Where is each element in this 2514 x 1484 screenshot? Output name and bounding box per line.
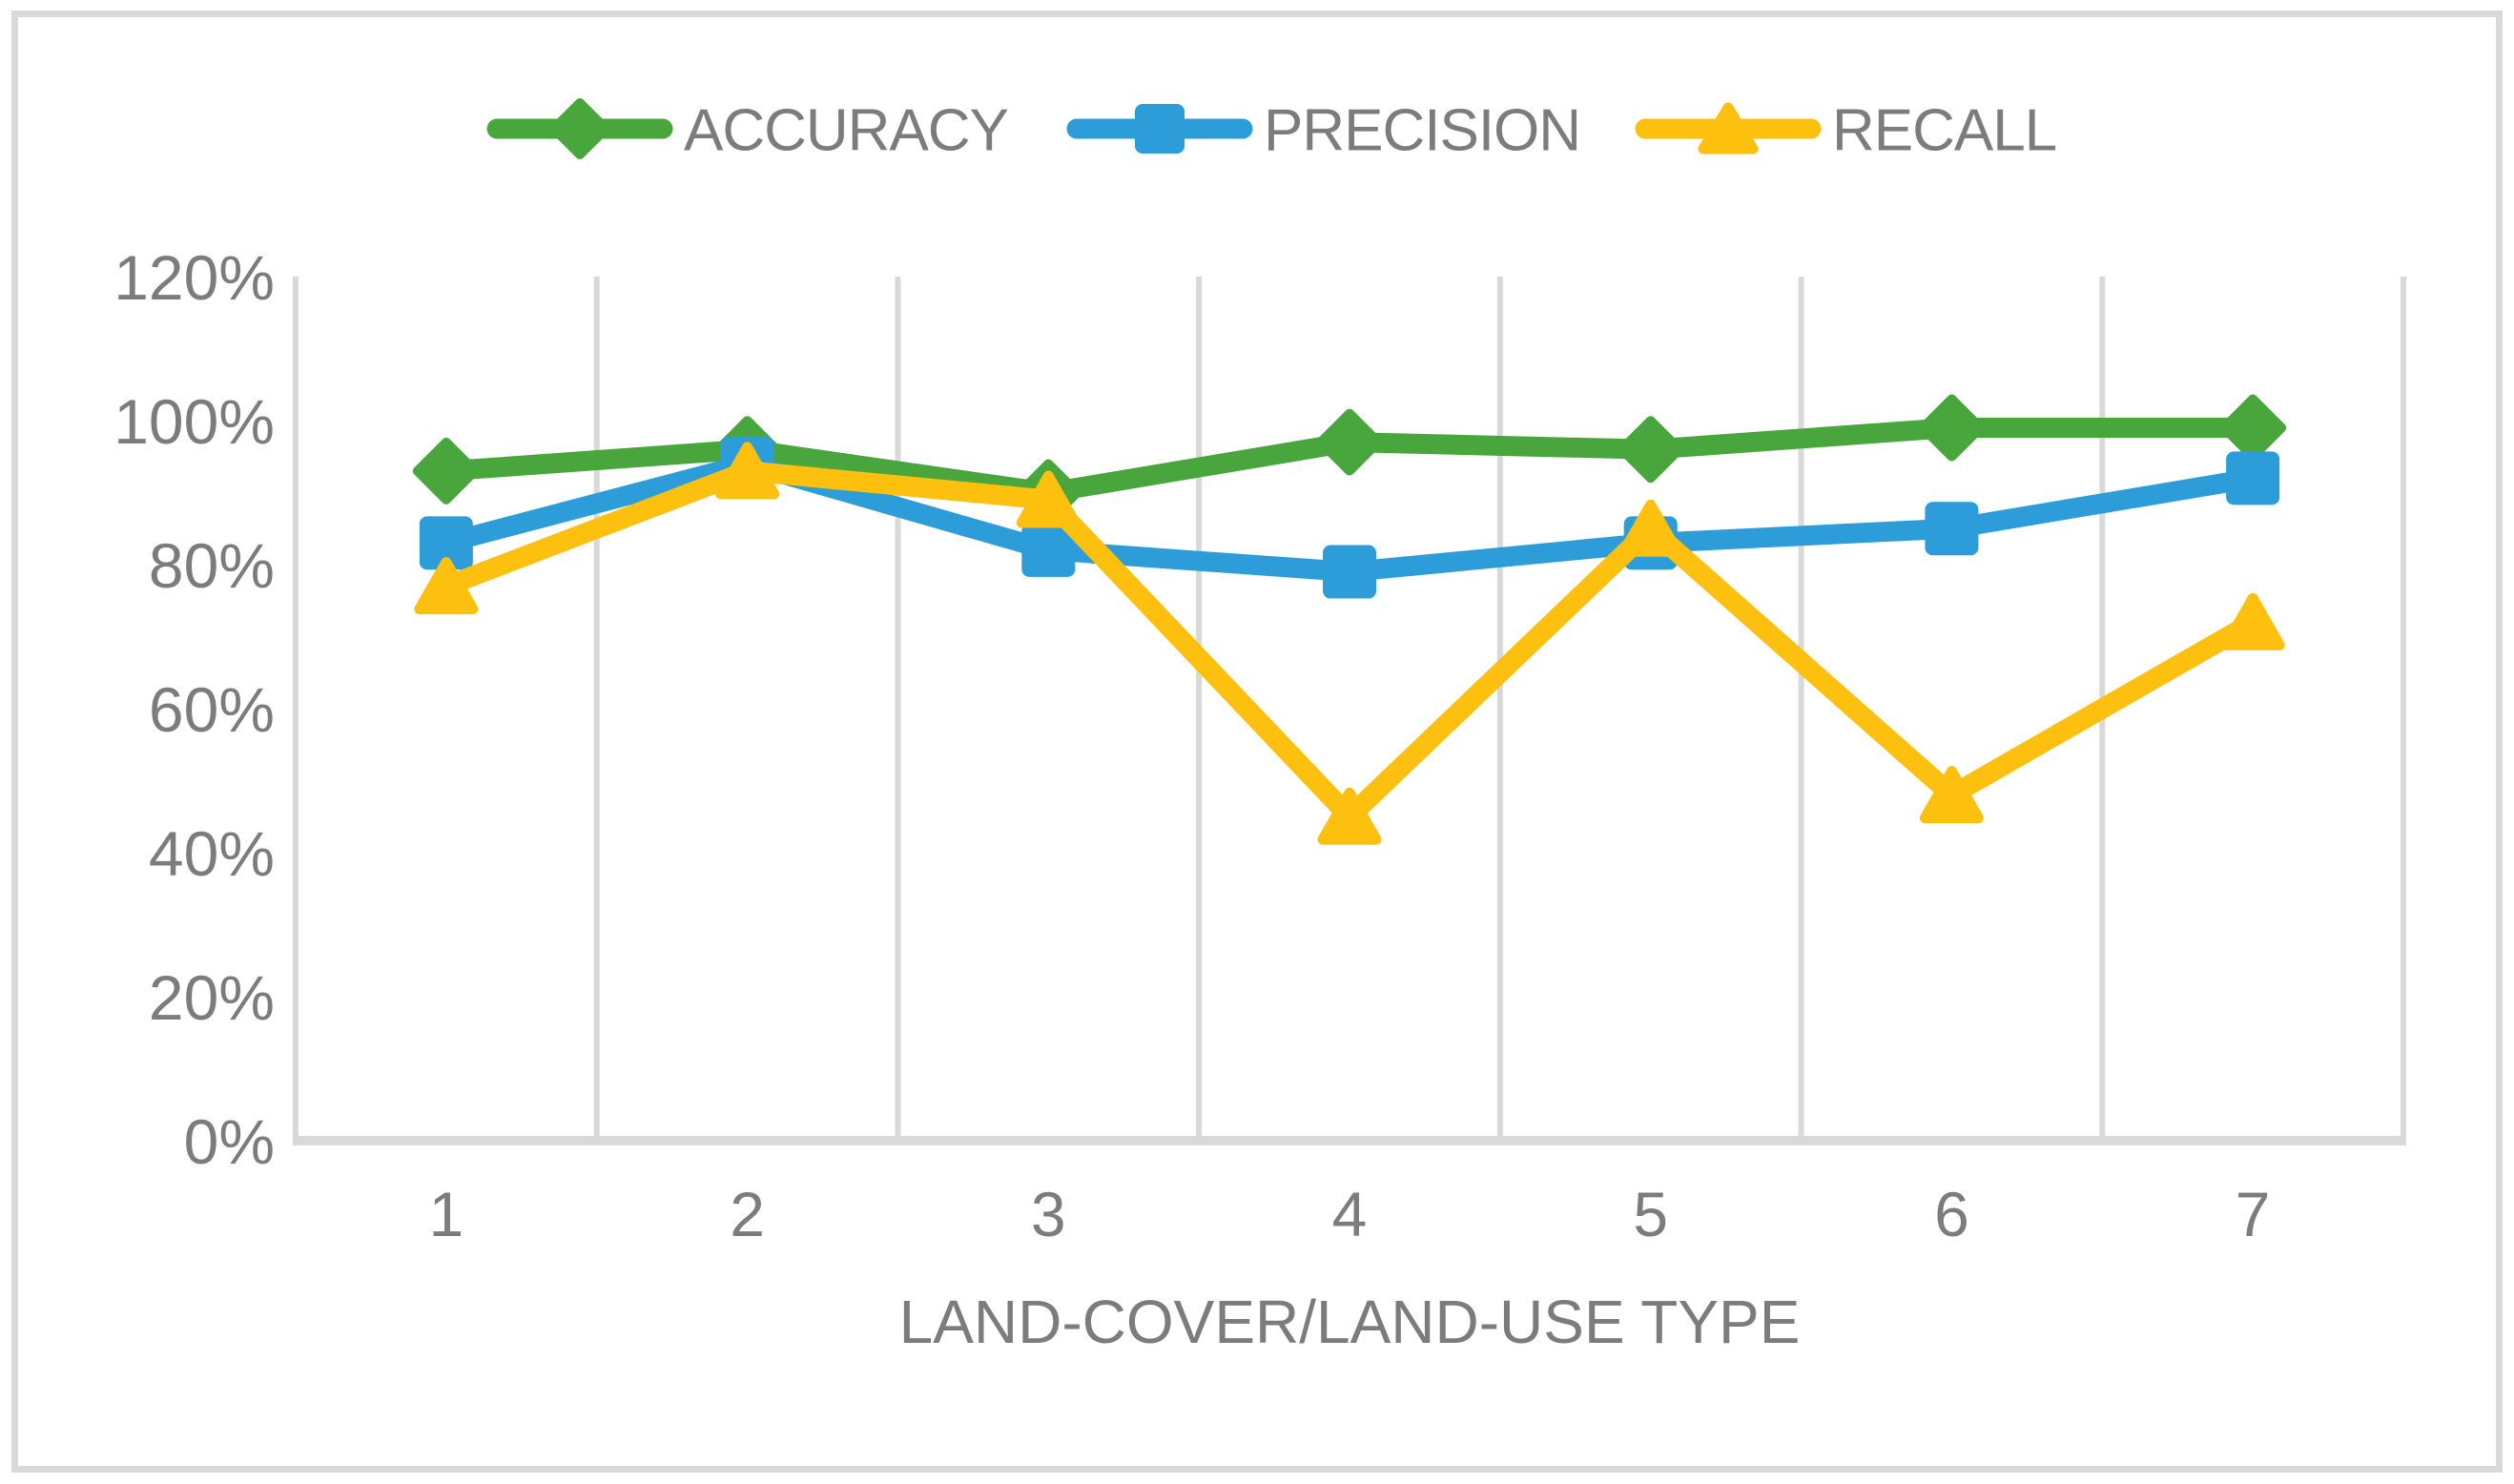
figure-border xyxy=(11,10,2503,1473)
triangle-marker xyxy=(1016,470,1081,528)
y-tick-label: 20% xyxy=(149,962,275,1033)
legend: ACCURACY PRECISION RECALL xyxy=(486,97,2057,163)
triangle-marker xyxy=(715,442,780,500)
x-tick-label: 4 xyxy=(1332,1179,1368,1249)
legend-label: PRECISION xyxy=(1264,97,1580,163)
triangle-marker xyxy=(2220,592,2285,650)
legend-item-recall: RECALL xyxy=(1635,97,2057,163)
x-tick-label: 5 xyxy=(1633,1179,1668,1249)
legend-label: ACCURACY xyxy=(684,97,1008,163)
x-axis-title: LAND-COVER/LAND-USE TYPE xyxy=(899,1288,1801,1356)
triangle-marker xyxy=(1919,766,1984,824)
square-marker xyxy=(1323,545,1376,599)
x-axis-labels: 1 2 3 4 5 6 7 xyxy=(428,1179,2270,1249)
y-tick-label: 80% xyxy=(149,530,275,601)
square-marker xyxy=(1925,502,1979,556)
triangle-marker xyxy=(414,557,479,615)
legend-item-precision: PRECISION xyxy=(1066,97,1581,163)
y-tick-label: 0% xyxy=(184,1106,275,1177)
y-tick-label: 120% xyxy=(113,242,275,313)
x-tick-label: 6 xyxy=(1934,1179,1969,1249)
triangle-marker xyxy=(1317,787,1382,845)
diamond-marker xyxy=(1316,408,1383,476)
y-tick-label: 100% xyxy=(113,386,275,457)
square-marker xyxy=(1135,104,1185,154)
y-axis-labels: 0% 20% 40% 60% 80% 100% 120% xyxy=(113,242,275,1177)
square-marker xyxy=(419,516,473,570)
square-marker xyxy=(1021,523,1076,577)
triangle-marker xyxy=(1698,102,1759,155)
diamond-marker xyxy=(549,98,610,159)
x-tick-label: 7 xyxy=(2236,1179,2271,1249)
square-marker xyxy=(2226,451,2280,505)
series-recall xyxy=(414,442,2285,845)
diamond-marker xyxy=(1918,394,1986,462)
legend-label: RECALL xyxy=(1832,97,2056,163)
diamond-marker xyxy=(1617,416,1684,484)
x-tick-label: 3 xyxy=(1031,1179,1066,1249)
y-tick-label: 60% xyxy=(149,674,275,745)
legend-item-accuracy: ACCURACY xyxy=(486,97,1009,163)
diamond-marker xyxy=(412,437,480,505)
x-tick-label: 1 xyxy=(428,1179,464,1249)
y-tick-label: 40% xyxy=(149,818,275,889)
triangle-marker xyxy=(1618,499,1683,557)
x-tick-label: 2 xyxy=(730,1179,765,1249)
gridlines xyxy=(293,277,2406,1141)
